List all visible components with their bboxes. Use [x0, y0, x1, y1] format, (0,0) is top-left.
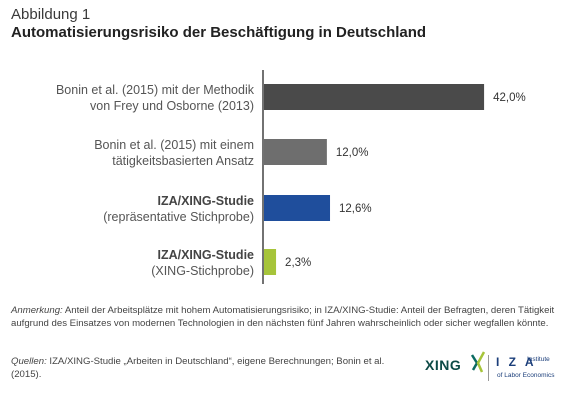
chart-sources: Quellen: IZA/XING-Studie „Arbeiten in De…: [11, 356, 391, 381]
category-label-3-line-1: IZA/XING-Studie: [157, 194, 254, 208]
bar-4: [264, 249, 277, 275]
bar-3: [264, 195, 331, 221]
xing-logo: XING: [425, 357, 462, 373]
figure-label: Abbildung 1: [11, 6, 91, 23]
category-label-4-line-2: (XING-Stichprobe): [151, 264, 254, 278]
value-label-2: 12,0%: [336, 147, 369, 159]
chart-note: Anmerkung: Anteil der Arbeitsplätze mit …: [11, 305, 571, 330]
iza-logo-subtitle-2: of Labor Economics: [497, 372, 555, 379]
category-label-2-line-2: tätigkeitsbasierten Ansatz: [112, 154, 254, 168]
note-text: Anteil der Arbeitsplätze mit hohem Autom…: [11, 305, 555, 329]
value-label-1: 42,0%: [493, 92, 526, 104]
category-label-4-line-1: IZA/XING-Studie: [157, 248, 254, 262]
xing-mark-icon: [470, 351, 486, 373]
chart-title: Automatisierungsrisiko der Beschäftigung…: [11, 24, 427, 41]
category-label-1-line-1: Bonin et al. (2015) mit der Methodik: [56, 83, 255, 97]
value-label-3: 12,6%: [339, 203, 372, 215]
note-label: Anmerkung:: [11, 305, 63, 316]
value-label-4: 2,3%: [285, 257, 311, 269]
category-label-3-line-2: (repräsentative Stichprobe): [103, 210, 254, 224]
bar-1: [264, 84, 485, 110]
category-label-2-line-1: Bonin et al. (2015) mit einem: [94, 138, 254, 152]
category-label-1-line-2: von Frey und Osborne (2013): [90, 99, 254, 113]
bar-chart: 42,0% Bonin et al. (2015) mit der Methodi…: [56, 70, 526, 284]
sources-label: Quellen:: [11, 356, 47, 367]
sources-text: IZA/XING-Studie „Arbeiten in Deutschland…: [11, 356, 385, 380]
bar-2: [264, 139, 327, 165]
iza-logo-subtitle: Institute: [527, 356, 550, 363]
iza-logo: I Z A: [496, 355, 537, 369]
logo-divider: [488, 355, 489, 381]
